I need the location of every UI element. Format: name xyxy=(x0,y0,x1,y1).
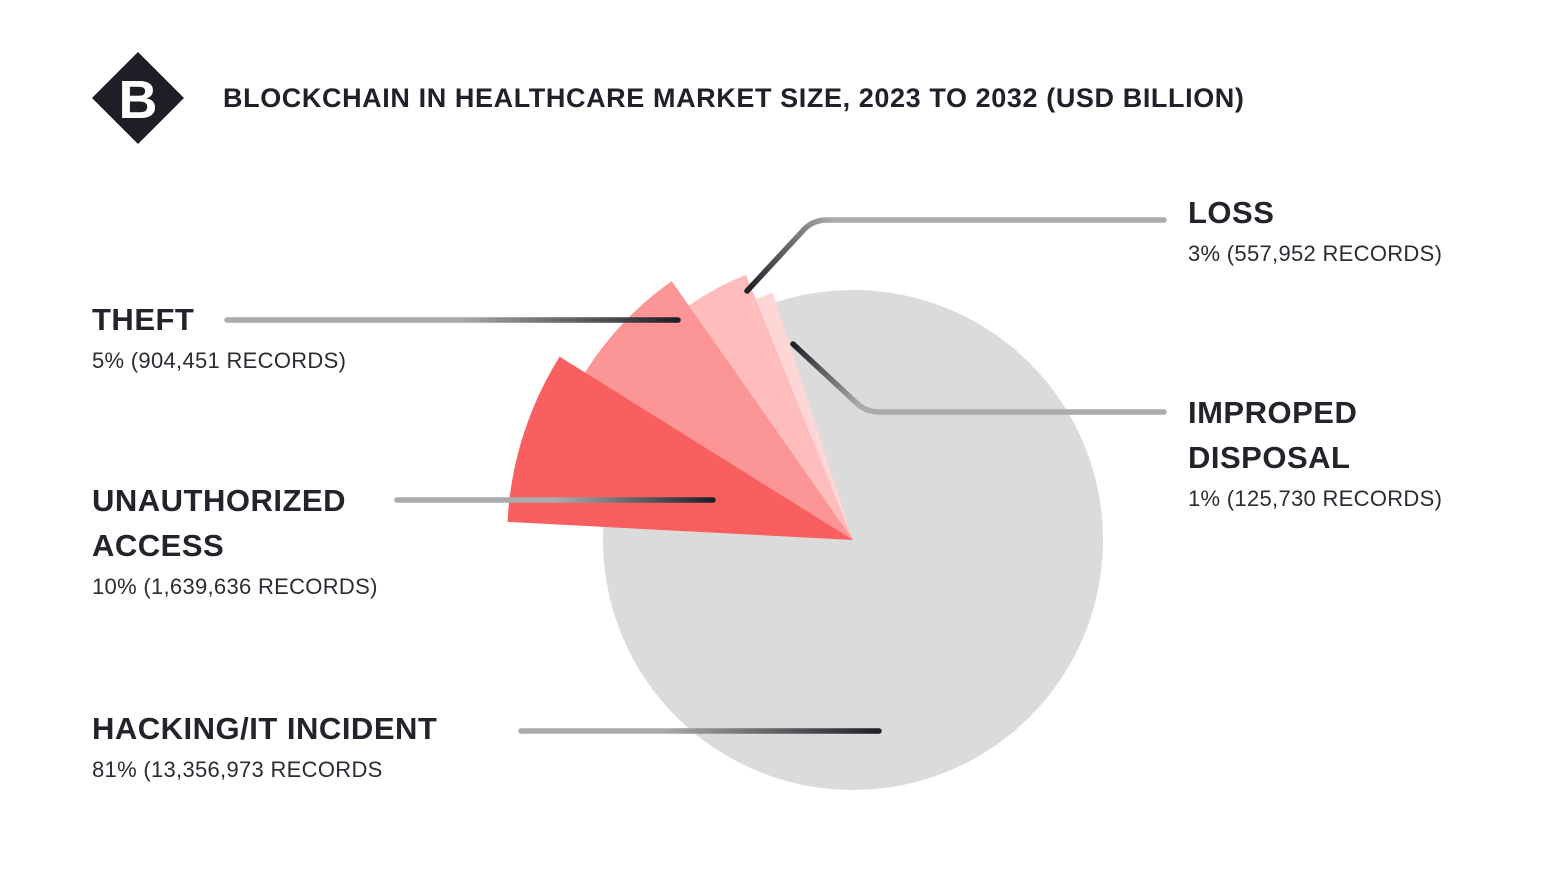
callout-theft-detail: 5% (904,451 RECORDS) xyxy=(92,348,347,373)
callout-loss-label: LOSS xyxy=(1188,195,1275,230)
logo-letter: B xyxy=(119,70,158,130)
logo-diamond-icon xyxy=(92,52,184,144)
callout-unauthorized-access-label: UNAUTHORIZED ACCESS xyxy=(92,483,346,563)
pie-slice-unauthorized xyxy=(507,356,853,540)
callout-loss: LOSS 3% (557,952 RECORDS) xyxy=(1188,190,1442,267)
leader-line-loss xyxy=(744,217,1167,294)
brand-logo: B xyxy=(86,44,196,154)
callout-unauthorized-access-detail: 10% (1,639,636 RECORDS) xyxy=(92,574,378,599)
leader-line-improped xyxy=(790,341,1167,415)
callout-hacking-it-incident-label: HACKING/IT INCIDENT xyxy=(92,711,438,746)
callout-improped-disposal: IMPROPED DISPOSAL 1% (125,730 RECORDS) xyxy=(1188,390,1498,512)
chart-title: BLOCKCHAIN IN HEALTHCARE MARKET SIZE, 20… xyxy=(223,83,1245,113)
callout-hacking-it-incident: HACKING/IT INCIDENT 81% (13,356,973 RECO… xyxy=(92,706,572,783)
callout-theft: THEFT 5% (904,451 RECORDS) xyxy=(92,297,346,374)
callout-unauthorized-access: UNAUTHORIZED ACCESS 10% (1,639,636 RECOR… xyxy=(92,478,432,600)
callout-hacking-it-incident-detail: 81% (13,356,973 RECORDS xyxy=(92,757,383,782)
callout-theft-label: THEFT xyxy=(92,302,195,337)
callout-improped-disposal-detail: 1% (125,730 RECORDS) xyxy=(1188,486,1443,511)
pie-slice-theft xyxy=(566,281,853,540)
callout-loss-detail: 3% (557,952 RECORDS) xyxy=(1188,241,1443,266)
callout-improped-disposal-label: IMPROPED DISPOSAL xyxy=(1188,395,1358,475)
